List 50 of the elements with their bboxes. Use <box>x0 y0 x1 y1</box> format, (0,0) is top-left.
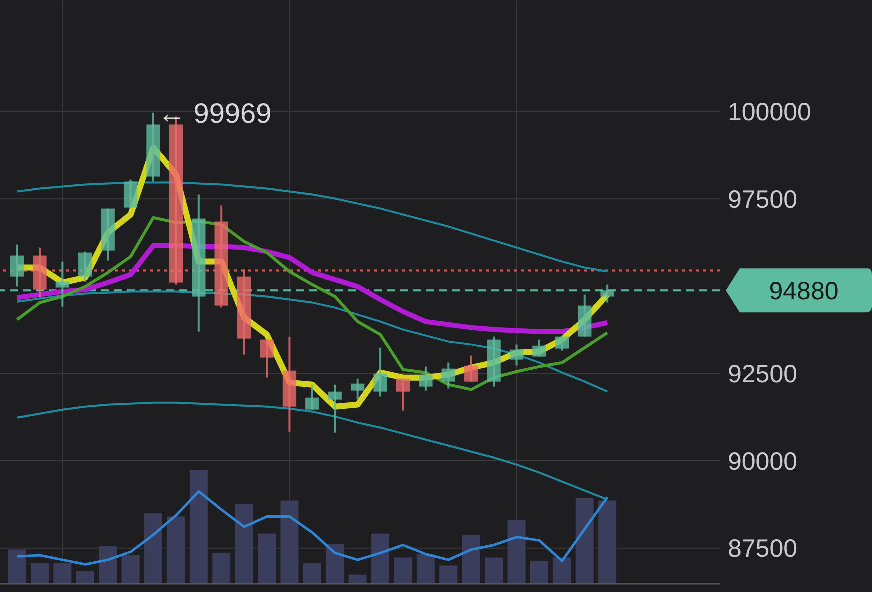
bar <box>8 550 26 584</box>
annotation: ← 99969 <box>158 98 272 130</box>
candlestick <box>419 366 433 392</box>
line-series <box>16 290 609 393</box>
y-tick-label: 92500 <box>728 360 798 389</box>
bar <box>576 498 594 584</box>
bar <box>144 513 162 584</box>
candlestick <box>442 362 456 390</box>
bar <box>99 546 118 584</box>
candlestick <box>532 338 546 358</box>
bar <box>258 534 276 584</box>
candlestick <box>306 384 320 411</box>
y-tick-label: 100000 <box>728 98 812 127</box>
bar <box>440 566 458 584</box>
line-series <box>16 182 609 273</box>
y-tick-label: 97500 <box>728 186 798 214</box>
bar <box>348 574 367 584</box>
bar <box>30 563 49 584</box>
bar <box>212 553 231 584</box>
bar <box>553 558 572 584</box>
candlestick <box>350 378 365 401</box>
line-series <box>16 402 609 501</box>
bar <box>372 534 390 584</box>
bar <box>394 558 412 584</box>
bar <box>190 470 208 584</box>
bar <box>303 563 322 584</box>
bar <box>462 534 480 584</box>
candlestick <box>328 384 342 434</box>
candlestick <box>555 336 569 352</box>
bar <box>235 504 254 584</box>
bar <box>167 516 186 584</box>
bar <box>326 544 344 584</box>
bar <box>485 558 504 584</box>
y-tick-label: 90000 <box>728 448 798 476</box>
candlestick <box>10 244 24 288</box>
candlestick <box>464 354 478 383</box>
bar <box>598 500 617 584</box>
candlestick <box>260 338 274 379</box>
bar <box>530 561 548 584</box>
bar <box>54 563 72 584</box>
bar <box>508 520 526 584</box>
candlestick <box>510 344 524 367</box>
bar <box>76 571 94 584</box>
y-tick-label: 87500 <box>728 535 798 564</box>
candlestick <box>396 378 410 412</box>
bar <box>122 556 140 584</box>
candlestick <box>374 346 388 398</box>
bar <box>280 500 299 584</box>
bar <box>416 554 435 584</box>
ref-line-label: 94880 <box>769 278 839 306</box>
